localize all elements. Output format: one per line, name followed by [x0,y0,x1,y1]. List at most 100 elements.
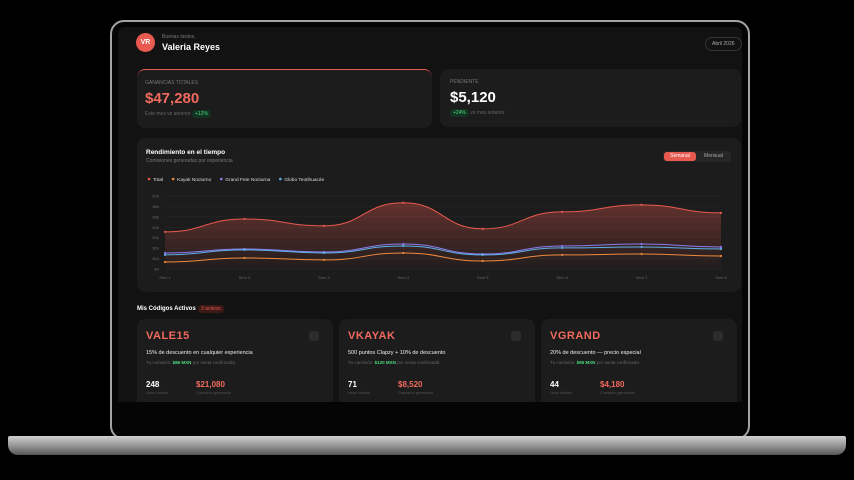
commission-prefix: Tu comisión: [146,360,172,365]
toggle-option[interactable]: Mensual [704,153,723,159]
earned: $21,080 [196,380,225,389]
point [640,245,643,249]
copy-button[interactable] [309,331,319,341]
uses-label: Usos totales [550,390,573,395]
commission: $120 MXN [374,360,396,365]
point [322,251,325,255]
card-value: $47,280 [145,90,200,107]
user-name: Valeria Reyes [162,42,221,52]
y-tick-label: $5k [153,214,159,219]
point [402,251,405,255]
x-tick-label: Sem 6 [556,275,568,280]
code-card: VKAYAK 500 puntos Clapzy + 10% de descuen… [339,319,535,402]
card-note: vs mes anterior [470,110,505,116]
uses-label: Usos totales [146,390,169,395]
code: VALE15 [146,330,190,342]
commission-line: Tu comisión: $120 MXN por venta confirma… [348,360,439,365]
x-tick-label: Sem 7 [636,275,648,280]
point [163,260,167,264]
y-tick-label: $3k [153,235,159,240]
summary-card: GANANCIAS TOTALES $47,280 Este mes vs an… [137,69,432,128]
point [243,217,246,221]
line [164,243,722,255]
change-badge: +24% [450,109,469,117]
card-label: PENDIENTE [450,79,479,85]
x-tick-label: Sem 5 [477,275,489,280]
y-tick-label: $2k [153,246,159,251]
chart-subtitle: Comisiones generadas por experiencia [146,158,233,164]
code-card: VALE15 15% de descuento en cualquier expe… [137,319,333,402]
point [322,258,325,262]
x-tick-label: Sem 8 [715,275,727,280]
offer: 20% de descuento — precio especial [550,350,641,356]
earned-label: Comisión generada [196,390,231,395]
earned-label: Comisión generada [600,390,635,395]
point [561,253,564,257]
card-label: GANANCIAS TOTALES [145,80,199,86]
legend-label: Globo Teotihuacán [284,177,324,183]
earned: $4,180 [600,380,625,389]
toggle-option[interactable]: Semanal [664,152,696,161]
point [163,230,167,233]
point [402,201,405,204]
commission-prefix: Tu comisión: [348,360,374,365]
commission: $95 MXN [576,360,596,365]
y-tick-label: $7k [153,194,159,199]
laptop-base [8,436,846,455]
commission-line: Tu comisión: $86 MXN por venta confirmad… [146,360,235,365]
x-tick-label: Sem 3 [318,275,330,280]
point [163,253,167,257]
point [402,242,405,246]
card-value: $5,120 [450,89,496,106]
x-tick-label: Sem 2 [239,275,251,280]
legend-label: Grand Fete Nocturna [225,177,270,183]
period-pill[interactable]: Abril 2026 [705,37,742,51]
legend-label: Total [153,177,163,183]
line [164,252,722,263]
toggle: Semanal Mensual [663,151,731,162]
line [164,245,722,256]
chart-card: Rendimiento en el tiempo Comisiones gene… [137,138,741,292]
point [719,247,723,251]
codes-title: Mis Códigos Activos [137,306,196,312]
change-badge: +12% [191,110,211,118]
commission-suffix: por venta confirmada [596,360,639,365]
uses: 44 [550,380,559,389]
card-note: Este mes vs anterior [145,111,191,117]
point [719,245,723,249]
point [322,224,325,227]
y-tick-label: $6k [153,204,159,209]
chart-title: Rendimiento en el tiempo [146,149,226,156]
line [164,202,722,233]
offer: 15% de descuento en cualquier experienci… [146,350,253,356]
copy-button[interactable] [713,331,723,341]
commission-suffix: por venta confirmada [192,360,235,365]
line-chart: $0 $1k $2k $3k $4k $5k $6k $7k Sem 1 Sem 2 Sem 3 Se… [147,177,728,280]
legend-dot [171,177,175,181]
point [243,256,246,260]
legend-dot [279,177,282,181]
offer: 500 puntos Clapzy + 10% de descuento [348,350,446,356]
avatar: VR [136,33,155,52]
point [640,203,643,206]
point [561,246,564,250]
legend-dot [147,177,151,181]
area [165,202,721,269]
point [719,254,723,258]
copy-button[interactable] [511,331,521,341]
y-tick-label: $4k [153,225,159,230]
legend-label: Kayak Nocturno [177,177,211,183]
point [481,227,484,230]
commission: $86 MXN [172,360,192,365]
point [561,244,564,248]
y-tick-label: $1k [153,256,159,261]
x-tick-label: Sem 4 [398,275,410,280]
commission-line: Tu comisión: $95 MXN por venta confirmad… [550,360,639,365]
greeting: Buenas tardes, [162,34,196,40]
legend-dot [219,177,223,181]
screen: VR Buenas tardes, Valeria Reyes Abril 20… [118,27,742,402]
point [481,253,484,257]
uses: 71 [348,380,357,389]
uses: 248 [146,380,160,389]
